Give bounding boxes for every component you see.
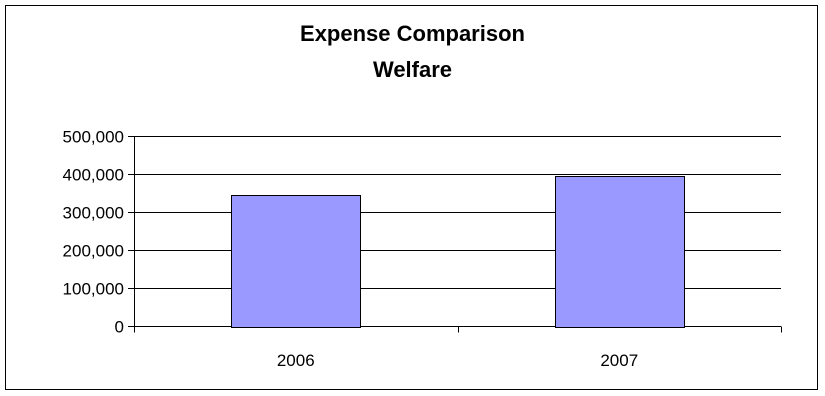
x-tick-label: 2006 [277, 351, 315, 370]
chart-subtitle: Welfare [372, 57, 453, 82]
y-tick-label: 0 [115, 318, 124, 337]
chart-title: Expense Comparison [300, 21, 525, 46]
bar-2006 [231, 195, 361, 328]
y-tick-label: 400,000 [63, 166, 124, 185]
y-tick-label: 300,000 [63, 204, 124, 223]
y-tick-label: 200,000 [63, 242, 124, 261]
bar-2007 [555, 176, 685, 328]
x-tick-label: 2007 [600, 351, 638, 370]
y-tick-label: 100,000 [63, 280, 124, 299]
y-tick-label: 500,000 [63, 128, 124, 147]
